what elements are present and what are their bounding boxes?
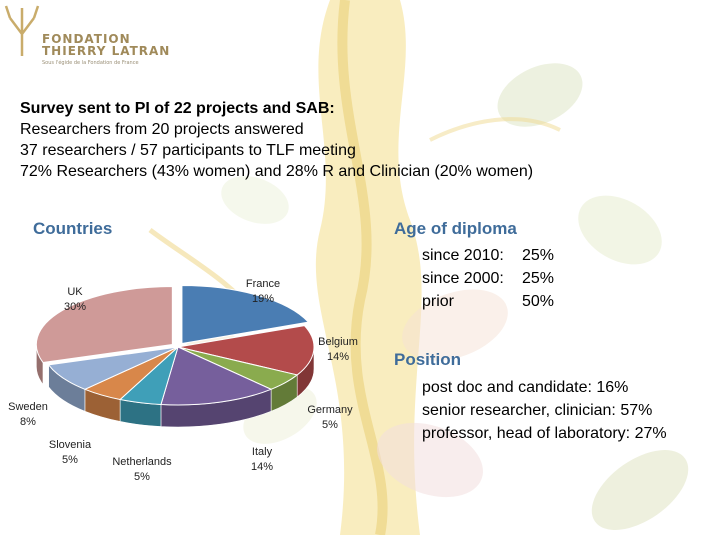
tree-logo-icon [4,5,40,56]
pie-slice-france [181,285,310,345]
age-label: prior [422,293,455,310]
pie-label-value: 5% [322,419,338,431]
pie-label-category: Italy [252,446,273,458]
position-text: senior researcher, clinician: 57% [422,402,653,419]
pie-slice-italy [160,346,273,406]
pie-label-category: France [246,278,280,290]
pie-label-category: Germany [307,404,353,416]
pie-label-value: 19% [252,293,274,305]
pie-label-value: 5% [62,454,78,466]
logo-subtitle: THIERRY LATRAN [42,44,171,58]
pie-label-value: 8% [20,416,36,428]
age-label: since 2000: [422,270,504,287]
position-text: professor, head of laboratory: 27% [422,425,667,442]
age-label: since 2010: [422,247,504,264]
pie-label-category: UK [67,286,83,298]
chart-title: Countries [33,219,113,238]
survey-line: 37 researchers / 57 participants to TLF … [20,142,356,159]
logo-tagline: Sous l'égide de la Fondation de France [42,60,139,66]
pie-label-category: Netherlands [112,456,172,468]
pie-slice-uk [35,286,173,363]
pie-slice-sweden [47,346,179,390]
survey-line: Researchers from 20 projects answered [20,121,304,138]
position-title: Position [394,350,462,369]
pie-label-value: 14% [251,461,273,473]
age-value: 25% [522,270,555,287]
age-title: Age of diploma [394,219,517,238]
countries-pie-chart: France 19% Belgium 14% Germany 5% Italy 14% Neth… [8,278,358,483]
survey-line: 72% Researchers (43% women) and 28% R an… [20,163,534,180]
age-value: 50% [522,293,555,310]
survey-heading: Survey sent to PI of 22 projects and SAB… [20,100,335,117]
pie-label-category: Belgium [318,336,358,348]
pie-label-category: Sweden [8,401,48,413]
survey-summary: Survey sent to PI of 22 projects and SAB… [20,98,533,182]
position-text: post doc and candidate: 16% [422,379,629,396]
pie-label-value: 30% [64,301,86,313]
age-value: 25% [522,247,555,264]
pie-slice-belgium [177,325,315,376]
pie-label-category: Slovenia [49,439,92,451]
logo-title: FONDATION [42,32,131,46]
pie-label-value: 14% [327,351,349,363]
pie-label-value: 5% [134,471,150,483]
